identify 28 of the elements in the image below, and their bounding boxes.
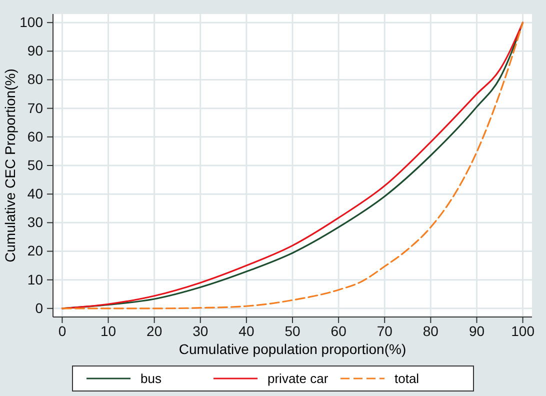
y-tick-label: 40: [27, 186, 44, 202]
legend-label: private car: [268, 371, 329, 386]
y-tick-label: 10: [27, 271, 44, 288]
x-tick-label: 40: [238, 322, 254, 339]
legend-label: bus: [140, 371, 162, 386]
x-tick-label: 30: [192, 322, 208, 339]
y-tick-label: 80: [27, 71, 44, 88]
y-tick-label: 60: [27, 128, 44, 144]
x-axis-title: Cumulative population proportion(%): [178, 341, 406, 357]
line-series: [61, 22, 524, 310]
x-tick-label: 60: [330, 322, 347, 339]
x-tick-label: 70: [376, 322, 393, 339]
x-tick-label: 0: [58, 322, 66, 339]
legend-label: total: [394, 371, 420, 386]
y-axis-title: Cumulative CEC Proportion(%): [2, 68, 18, 262]
y-tick-label: 100: [20, 14, 44, 30]
y-tick-label: 20: [27, 242, 44, 259]
y-tick-label: 70: [27, 100, 44, 116]
y-tick-label: 0: [35, 300, 44, 316]
y-tick-label: 90: [27, 42, 44, 59]
y-tick-label: 50: [27, 156, 44, 173]
x-tick-label: 100: [511, 322, 535, 339]
y-tick-label: 30: [27, 214, 44, 230]
x-tick-label: 80: [422, 322, 439, 339]
x-tick-label: 90: [468, 322, 485, 339]
x-tick-label: 50: [284, 322, 300, 339]
x-tick-label: 20: [146, 322, 162, 339]
x-tick-label: 10: [100, 322, 116, 339]
